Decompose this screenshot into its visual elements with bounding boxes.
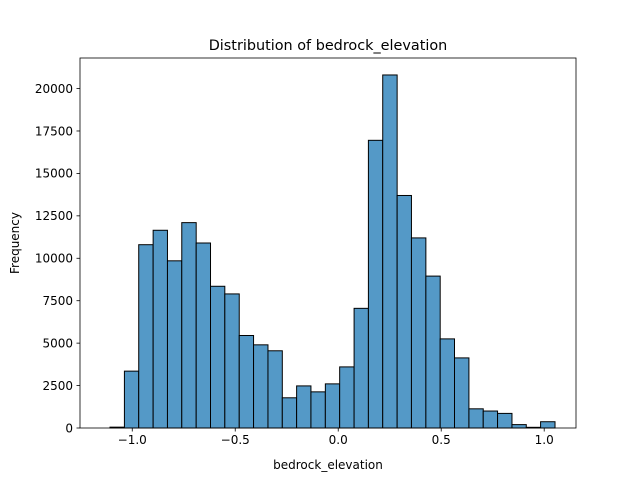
histogram-bar [339,366,355,429]
histogram-bar [439,338,455,429]
histogram-bar [454,357,470,429]
histogram-bar [267,350,283,429]
x-axis-ticks: −1.0 −0.5 0.0 0.5 1.0 [118,428,554,447]
histogram-bar [482,410,499,429]
histogram-bar [353,307,369,429]
histogram-bar [468,408,484,429]
histogram-bar [152,229,168,429]
histogram-bar [138,244,154,429]
y-axis-label: Frequency [8,212,22,274]
x-tick-label: 0.0 [329,433,348,447]
histogram-bar [410,237,427,429]
histogram-bar [224,293,240,429]
x-tick-label: −1.0 [118,433,147,447]
histogram-bar [123,370,140,429]
histogram-bar [310,391,326,429]
y-tick-label: 17500 [35,124,73,138]
histogram-bar [253,344,269,429]
histogram-bar [195,242,212,429]
x-axis-label: bedrock_elevation [273,458,383,472]
y-tick-label: 15000 [35,167,73,181]
histogram-bar [382,74,398,429]
axes-frame [79,57,577,429]
y-tick-label: 10000 [35,252,73,266]
y-tick-label: 2500 [42,379,73,393]
y-axis-ticks: 0 2500 5000 7500 10000 12500 15000 17500 20000 [35,82,80,435]
histogram-bar [324,383,341,429]
histogram-bar [181,222,197,429]
histogram-bar [367,139,384,429]
histogram-bar [210,285,226,429]
histogram-bar [166,260,183,429]
histogram-bar [425,275,441,429]
histogram-bar [296,385,312,429]
histogram-bar [396,194,412,429]
y-tick-label: 7500 [42,294,73,308]
y-tick-label: 12500 [35,209,73,223]
x-tick-label: 1.0 [535,433,554,447]
x-tick-label: 0.5 [432,433,451,447]
histogram-bar [281,397,298,429]
histogram-bar [511,424,527,429]
histogram-bars [109,74,556,429]
histogram-bar [238,335,255,429]
histogram-bar [540,421,556,429]
chart-title: Distribution of bedrock_elevation [209,38,448,54]
y-tick-label: 0 [65,421,73,435]
x-tick-label: −0.5 [221,433,250,447]
y-tick-label: 5000 [42,336,73,350]
y-tick-label: 20000 [35,82,73,96]
histogram-bar [497,412,513,429]
